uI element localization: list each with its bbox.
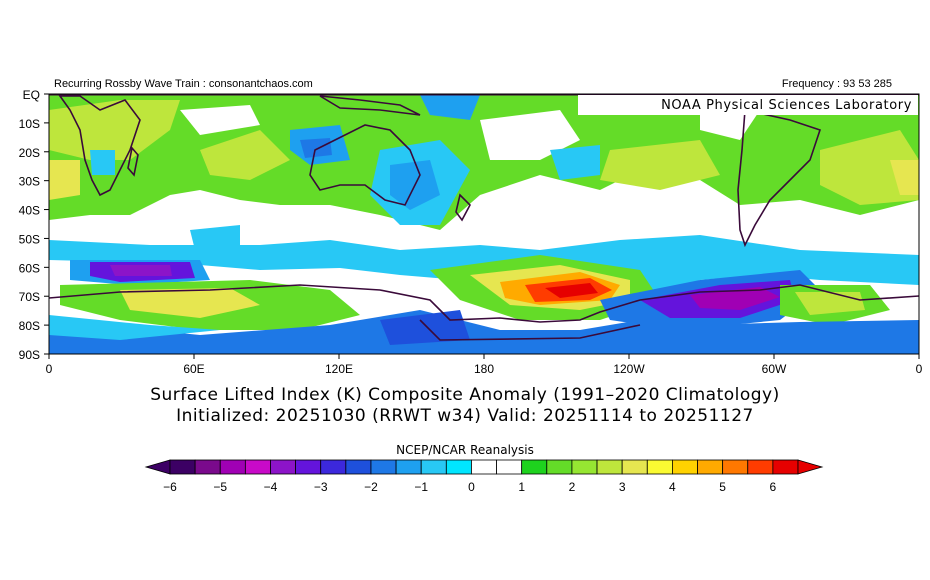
colorbar-tick-label: 5 (719, 480, 726, 494)
lat-tick-label: 20S (19, 146, 40, 160)
colorbar-tick-label: 3 (619, 480, 626, 494)
colorbar-swatch (697, 459, 724, 475)
colorbar-swatch (496, 459, 523, 475)
colorbar-swatch (621, 459, 648, 475)
lon-tick-label: 0 (916, 362, 923, 376)
colorbar-swatch (194, 459, 221, 475)
lat-tick-label: 10S (19, 117, 40, 131)
antarctica-inner (419, 319, 641, 341)
southern-yellow-a (120, 288, 260, 318)
lon-tick-label: 0 (46, 362, 53, 376)
tropics-yellow-e (820, 130, 919, 205)
tropics-blue-g (420, 95, 480, 120)
colorbar-swatch (646, 459, 673, 475)
tropics-blue-b (300, 138, 332, 158)
colorbar-swatch (244, 459, 271, 475)
lat-tick-label: 30S (19, 175, 40, 189)
colorbar-swatch (722, 459, 749, 475)
noaa-label: NOAA Physical Sciences Laboratory (661, 98, 912, 113)
top-border (49, 94, 919, 96)
antarctic-blue-dark (380, 310, 470, 345)
colorbar-swatch (521, 459, 548, 475)
tropics-yellow-c (200, 130, 290, 180)
colorbar-swatch (295, 459, 322, 475)
southern-yellow-b (795, 292, 865, 315)
lon-tick-label: 60W (762, 362, 787, 376)
colorbar-tick-label: −4 (264, 480, 278, 494)
latitude-axis: EQ 10S 20S 30S 40S 50S 60S 70S 80S 90S (19, 88, 49, 362)
colorbar-tick-label: −6 (163, 480, 177, 494)
lat-tick-label: 40S (19, 204, 40, 218)
colorbar-swatch (772, 459, 799, 475)
tropics-yellow-d (600, 140, 720, 190)
lat-tick-label: 60S (19, 261, 40, 275)
colorbar-tick-label: −5 (213, 480, 227, 494)
noaa-label-box (578, 95, 918, 115)
colorbar-tick-label: 2 (569, 480, 576, 494)
lon-tick-label: 120W (613, 362, 645, 376)
lon-tick-label: 120E (325, 362, 353, 376)
colorbar-tick-label: 0 (468, 480, 475, 494)
lat-tick-label: 80S (19, 319, 40, 333)
south-atlantic-magenta (690, 287, 780, 310)
colorbar-swatch (370, 459, 397, 475)
coastlines (48, 95, 920, 341)
lat-tick-label: EQ (23, 88, 40, 102)
colorbar-tick-label: 4 (669, 480, 676, 494)
chart-subtitle: Initialized: 20251030 (RRWT w34) Valid: … (176, 406, 754, 426)
longitude-axis: 0 60E 120E 180 120W 60W 0 (46, 354, 923, 376)
colorbar-swatch (596, 459, 623, 475)
tropics-yellow-f (890, 160, 919, 195)
colorbar: −6 −5 −4 −3 −2 −1 0 1 2 3 4 5 6 (144, 459, 824, 494)
colorbar-swatch (270, 459, 297, 475)
tropics-blue-f (90, 150, 115, 175)
colorbar-swatch (546, 459, 573, 475)
map-field (49, 94, 919, 354)
colorbar-tick-label: −1 (414, 480, 428, 494)
dataset-label: NCEP/NCAR Reanalysis (396, 443, 534, 457)
credit-text: Recurring Rossby Wave Train : consonantc… (54, 78, 313, 90)
antarctic-cyan (49, 315, 220, 340)
australia-coast (309, 124, 421, 206)
new-zealand-coast (455, 193, 471, 222)
colorbar-swatch (420, 459, 447, 475)
colorbar-tick-label: 1 (518, 480, 525, 494)
south-america-coast (737, 109, 822, 248)
antarctica-coast (48, 284, 920, 323)
colorbar-low-arrow (144, 459, 171, 475)
pacific-deepred (545, 283, 598, 298)
lon-tick-label: 60E (183, 362, 204, 376)
frequency-text: Frequency : 93 53 285 (781, 78, 892, 90)
colorbar-tick-label: 6 (770, 480, 777, 494)
colorbar-high-arrow (797, 459, 824, 475)
colorbar-tick-label: −3 (314, 480, 328, 494)
chart-title: Surface Lifted Index (K) Composite Anoma… (150, 385, 780, 405)
colorbar-swatch (395, 459, 422, 475)
colorbar-swatch (471, 459, 497, 475)
subpolar-magenta-a (110, 265, 172, 276)
indonesia-coast (319, 95, 421, 116)
africa-coast (58, 95, 141, 197)
colorbar-swatch (345, 459, 372, 475)
colorbar-tick-label: −2 (364, 480, 378, 494)
colorbar-swatch (445, 459, 472, 475)
colorbar-swatch (219, 459, 246, 475)
tropics-white-a (480, 110, 580, 160)
colorbar-swatch (169, 459, 196, 475)
lat-tick-label: 50S (19, 232, 40, 246)
colorbar-swatch (571, 459, 598, 475)
colorbar-swatch (747, 459, 774, 475)
colorbar-swatch (320, 459, 347, 475)
tropics-white-c (180, 105, 260, 135)
tropics-blue-e (550, 145, 600, 180)
tropics-yellow-b (49, 160, 80, 200)
lat-tick-label: 70S (19, 290, 40, 304)
antarctic-blue-band (49, 310, 919, 354)
tropics-blue-h (190, 225, 240, 250)
colorbar-swatch (672, 459, 698, 475)
lon-tick-label: 180 (474, 362, 494, 376)
lat-tick-label: 90S (19, 348, 40, 362)
madagascar-coast (127, 146, 139, 177)
